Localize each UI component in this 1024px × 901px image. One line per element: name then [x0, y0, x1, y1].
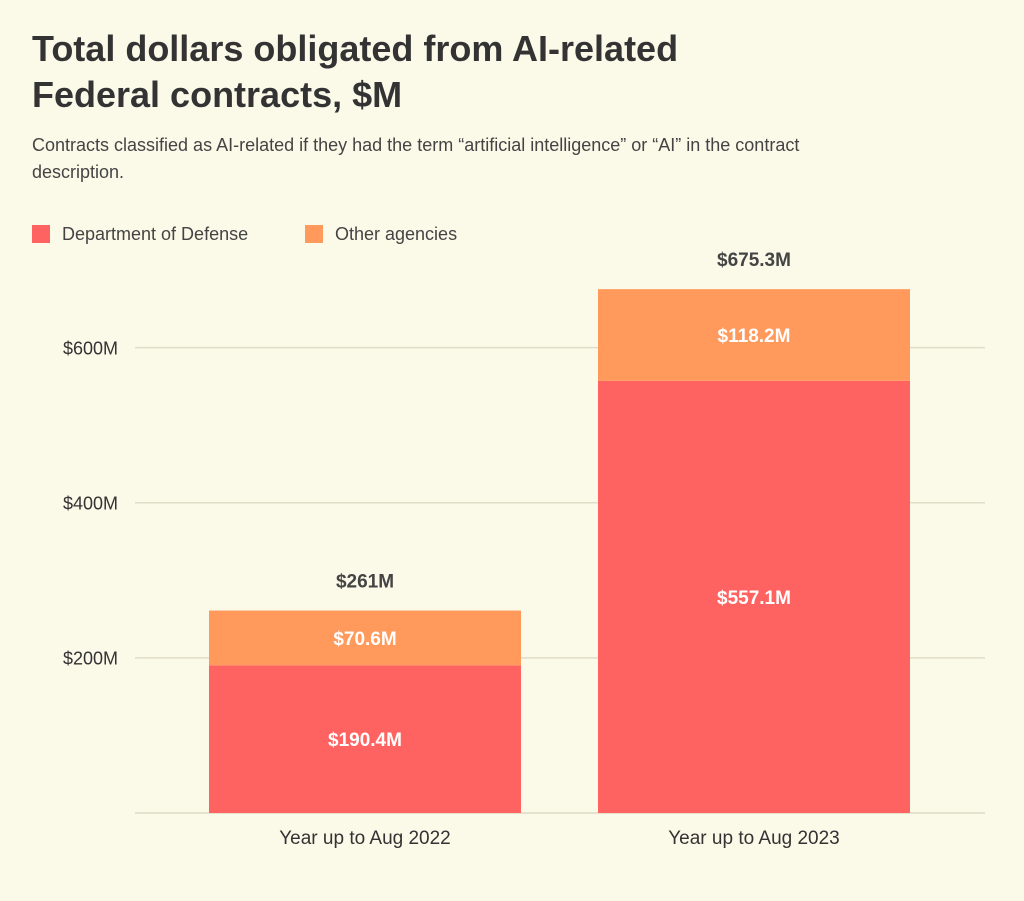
y-tick-label: $600M — [63, 338, 118, 358]
x-tick-label: Year up to Aug 2023 — [668, 828, 840, 849]
total-label: $675.3M — [717, 250, 791, 271]
value-label: $70.6M — [333, 629, 396, 650]
bar-segment — [209, 610, 521, 666]
legend-label: Other agencies — [335, 224, 457, 244]
legend-swatch — [32, 225, 50, 243]
value-label: $557.1M — [717, 588, 791, 609]
legend-label: Department of Defense — [62, 224, 248, 244]
y-tick-label: $200M — [63, 649, 118, 669]
bar-segment — [598, 289, 910, 381]
chart-subtitle: Contracts classified as AI-related if th… — [32, 135, 800, 182]
total-label: $261M — [336, 572, 394, 593]
value-label: $118.2M — [718, 326, 791, 347]
value-label: $190.4M — [328, 730, 402, 751]
y-tick-label: $400M — [63, 493, 118, 513]
chart-title: Total dollars obligated from AI-related … — [32, 28, 679, 115]
legend-swatch — [305, 225, 323, 243]
x-tick-label: Year up to Aug 2022 — [279, 828, 451, 849]
bar-segment — [598, 380, 910, 813]
bar-segment — [209, 665, 521, 813]
